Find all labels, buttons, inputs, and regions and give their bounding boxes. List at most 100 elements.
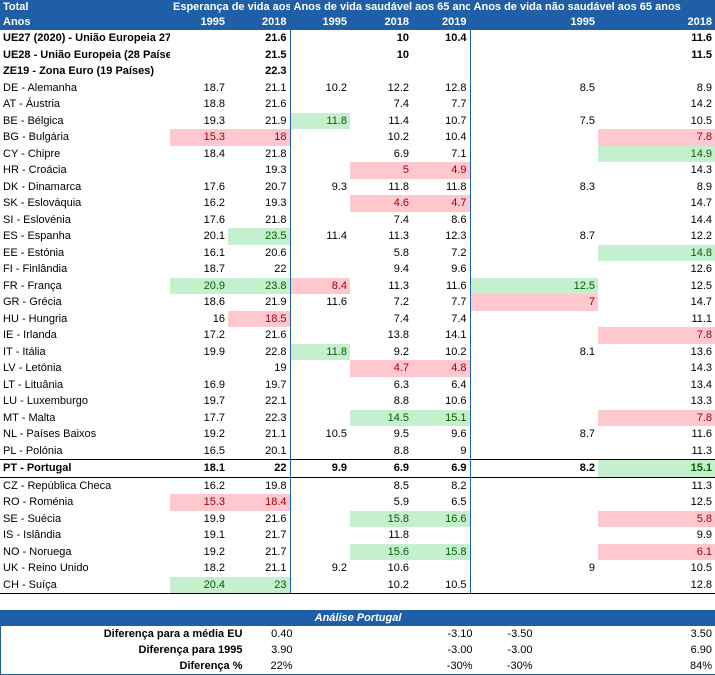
header-year: 1995 [470, 15, 598, 30]
value-cell: 21.9 [228, 113, 290, 130]
value-cell: 11.3 [350, 228, 412, 245]
value-cell: 9 [412, 443, 470, 460]
value-cell [170, 63, 228, 80]
value-cell: 5.9 [350, 494, 412, 511]
value-cell [170, 47, 228, 64]
value-cell: 14.4 [598, 212, 715, 229]
value-cell: 6.9 [350, 146, 412, 163]
value-cell [290, 527, 350, 544]
header-row-groups: Total Esperança de vida aos 65 anos Anos… [0, 0, 715, 15]
value-cell: 13.4 [598, 377, 715, 394]
value-cell [412, 63, 470, 80]
value-cell [470, 212, 598, 229]
value-cell [470, 47, 598, 64]
value-cell: 16.2 [170, 477, 228, 494]
value-cell: 7.8 [598, 129, 715, 146]
value-cell: 4.8 [412, 360, 470, 377]
value-cell [470, 443, 598, 460]
header-unhealthy-years: Anos de vida não saudável aos 65 anos [470, 0, 715, 15]
value-cell [290, 47, 350, 64]
value-cell: 9.6 [412, 426, 470, 443]
country-label: SI - Eslovénia [0, 212, 170, 229]
country-label: SE - Suécia [0, 511, 170, 528]
header-year: 2018 [598, 15, 715, 30]
value-cell: 12.5 [598, 278, 715, 295]
value-cell: 11.8 [350, 179, 412, 196]
value-cell [290, 477, 350, 494]
value-cell: 22.1 [228, 393, 290, 410]
value-cell: 12.5 [598, 494, 715, 511]
value-cell: 22.8 [228, 344, 290, 361]
value-cell: 21.6 [228, 327, 290, 344]
value-cell: 11.8 [290, 344, 350, 361]
country-label: ZE19 - Zona Euro (19 Países) [0, 63, 170, 80]
country-label: HU - Hungria [0, 311, 170, 328]
value-cell: 10.5 [598, 560, 715, 577]
header-life-expectancy: Esperança de vida aos 65 anos [170, 0, 290, 15]
value-cell: 20.7 [228, 179, 290, 196]
value-cell: 6.3 [350, 377, 412, 394]
value-cell [290, 195, 350, 212]
value-cell [598, 63, 715, 80]
header-row-years: Anos 1995 2018 1995 2018 2019 1995 2018 [0, 15, 715, 30]
value-cell: 11.8 [290, 113, 350, 130]
analysis-title: Análise Portugal [1, 610, 715, 626]
value-cell: 18.1 [170, 460, 228, 478]
country-label: IS - Islândia [0, 527, 170, 544]
country-label: IT - Itália [0, 344, 170, 361]
value-cell: 5 [350, 162, 412, 179]
value-cell: 13.6 [598, 344, 715, 361]
value-cell [350, 63, 412, 80]
value-cell: 21.6 [228, 511, 290, 528]
value-cell [290, 311, 350, 328]
value-cell: 21.7 [228, 527, 290, 544]
value-cell [290, 544, 350, 561]
value-cell [412, 47, 470, 64]
value-cell: 11.4 [350, 113, 412, 130]
value-cell: 11.5 [598, 47, 715, 64]
value-cell: 8.5 [470, 80, 598, 97]
value-cell: 12.2 [350, 80, 412, 97]
value-cell: 6.9 [412, 460, 470, 478]
value-cell: 8.1 [470, 344, 598, 361]
value-cell: 17.7 [170, 410, 228, 427]
value-cell [290, 261, 350, 278]
value-cell: 23.8 [228, 278, 290, 295]
value-cell: 14.2 [598, 96, 715, 113]
country-label: EE - Estónia [0, 245, 170, 262]
value-cell [470, 162, 598, 179]
value-cell: 10.2 [350, 129, 412, 146]
value-cell: 8.6 [412, 212, 470, 229]
value-cell: 11.4 [290, 228, 350, 245]
value-cell: 10.2 [350, 577, 412, 594]
analysis-label: Diferença para 1995 [1, 642, 246, 658]
country-label: PL - Polónia [0, 443, 170, 460]
value-cell: 15.1 [412, 410, 470, 427]
value-cell: 21.8 [228, 146, 290, 163]
value-cell: 11.8 [350, 527, 412, 544]
analysis-value: 84% [536, 658, 715, 675]
value-cell: 11.3 [598, 477, 715, 494]
value-cell: 12.3 [412, 228, 470, 245]
value-cell: 10.2 [412, 344, 470, 361]
country-label: FR - França [0, 278, 170, 295]
value-cell [290, 96, 350, 113]
value-cell [470, 129, 598, 146]
value-cell [470, 527, 598, 544]
value-cell: 8.4 [290, 278, 350, 295]
country-label: CY - Chipre [0, 146, 170, 163]
country-label: AT - Áustria [0, 96, 170, 113]
analysis-label: Diferença para a média EU [1, 626, 246, 642]
